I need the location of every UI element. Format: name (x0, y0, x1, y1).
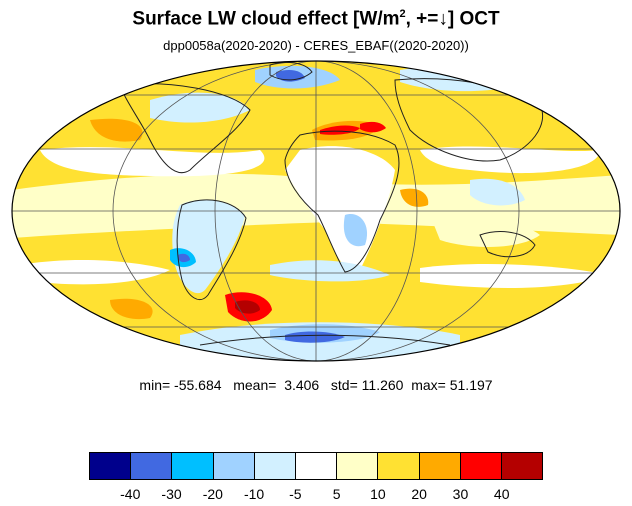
colorbar (89, 452, 543, 480)
arabian-orange (400, 188, 429, 207)
mediterranean-red (320, 125, 360, 135)
colorbar-tick-label: 20 (411, 486, 427, 502)
graticule (12, 61, 620, 361)
colorbar-tick-label: 40 (493, 486, 510, 502)
colorbar-tick-label: -20 (202, 486, 223, 502)
title-main: Surface LW cloud effect [W/m (132, 8, 400, 30)
colorbar-ticks: -40 -30 -20 -10 -5 5 10 20 30 40 (0, 486, 632, 504)
std-value: 11.260 (361, 377, 404, 393)
colorbar-tick-label: 5 (332, 486, 341, 502)
maritime-patch (470, 178, 525, 206)
colorbar-swatch (90, 453, 132, 479)
colorbar-swatch (337, 453, 379, 479)
colorbar-swatch (419, 453, 461, 479)
north-pacific-white (40, 147, 265, 177)
indian-ocean-pale (430, 213, 540, 247)
colorbar-tick-label: -30 (161, 486, 182, 502)
north-america-patch (150, 92, 250, 123)
title-tail: , +=↓] OCT (405, 8, 500, 30)
title-superscript: 2 (399, 8, 406, 20)
south-america-patch (172, 199, 245, 294)
map-field (12, 61, 620, 361)
colorbar-tick-label: -40 (120, 486, 141, 502)
south-pacific-white (20, 260, 170, 285)
middle-east-red (360, 121, 386, 133)
colorbar-swatch (501, 453, 543, 479)
colorbar-tick-label: 10 (370, 486, 386, 502)
map-border (11, 60, 621, 362)
south-america-deep-blue (178, 253, 190, 263)
antarctic-deep-blue (285, 331, 345, 343)
south-pacific-orange (110, 298, 153, 320)
africa-white (285, 146, 395, 271)
min-value: -55.684 (174, 377, 222, 393)
colorbar-swatch (378, 453, 420, 479)
colorbar-tick-label: -5 (289, 486, 302, 502)
colorbar-swatch (131, 453, 173, 479)
africa-blue (343, 214, 368, 247)
colorbar-swatch (295, 453, 338, 479)
std-label: std= (330, 377, 358, 393)
mollweide-map (11, 60, 621, 362)
statistics-line: min= -55.684 mean= 3.406 std= 11.260 max… (0, 377, 632, 393)
colorbar-swatch (254, 453, 296, 479)
colorbar-swatch (460, 453, 502, 479)
north-pacific-orange (90, 118, 143, 142)
colorbar-swatch (172, 453, 214, 479)
min-label: min= (139, 377, 171, 393)
north-pacific-east-white (420, 146, 600, 174)
plot-title: Surface LW cloud effect [W/m2, +=↓] OCT (0, 8, 632, 30)
max-value: 51.197 (449, 377, 493, 393)
argentina-dark-red (235, 300, 260, 314)
colorbar-tick-label: -10 (243, 486, 265, 502)
colorbar-swatch (213, 453, 255, 479)
max-label: max= (411, 377, 446, 393)
south-atlantic-pale (270, 260, 390, 282)
colorbar-tick-label: 30 (452, 486, 469, 502)
plot-subtitle: dpp0058a(2020-2020) - CERES_EBAF((2020-2… (163, 38, 469, 53)
mean-value: 3.406 (284, 377, 320, 393)
mean-label: mean= (233, 377, 277, 393)
south-indian-white (420, 264, 610, 288)
